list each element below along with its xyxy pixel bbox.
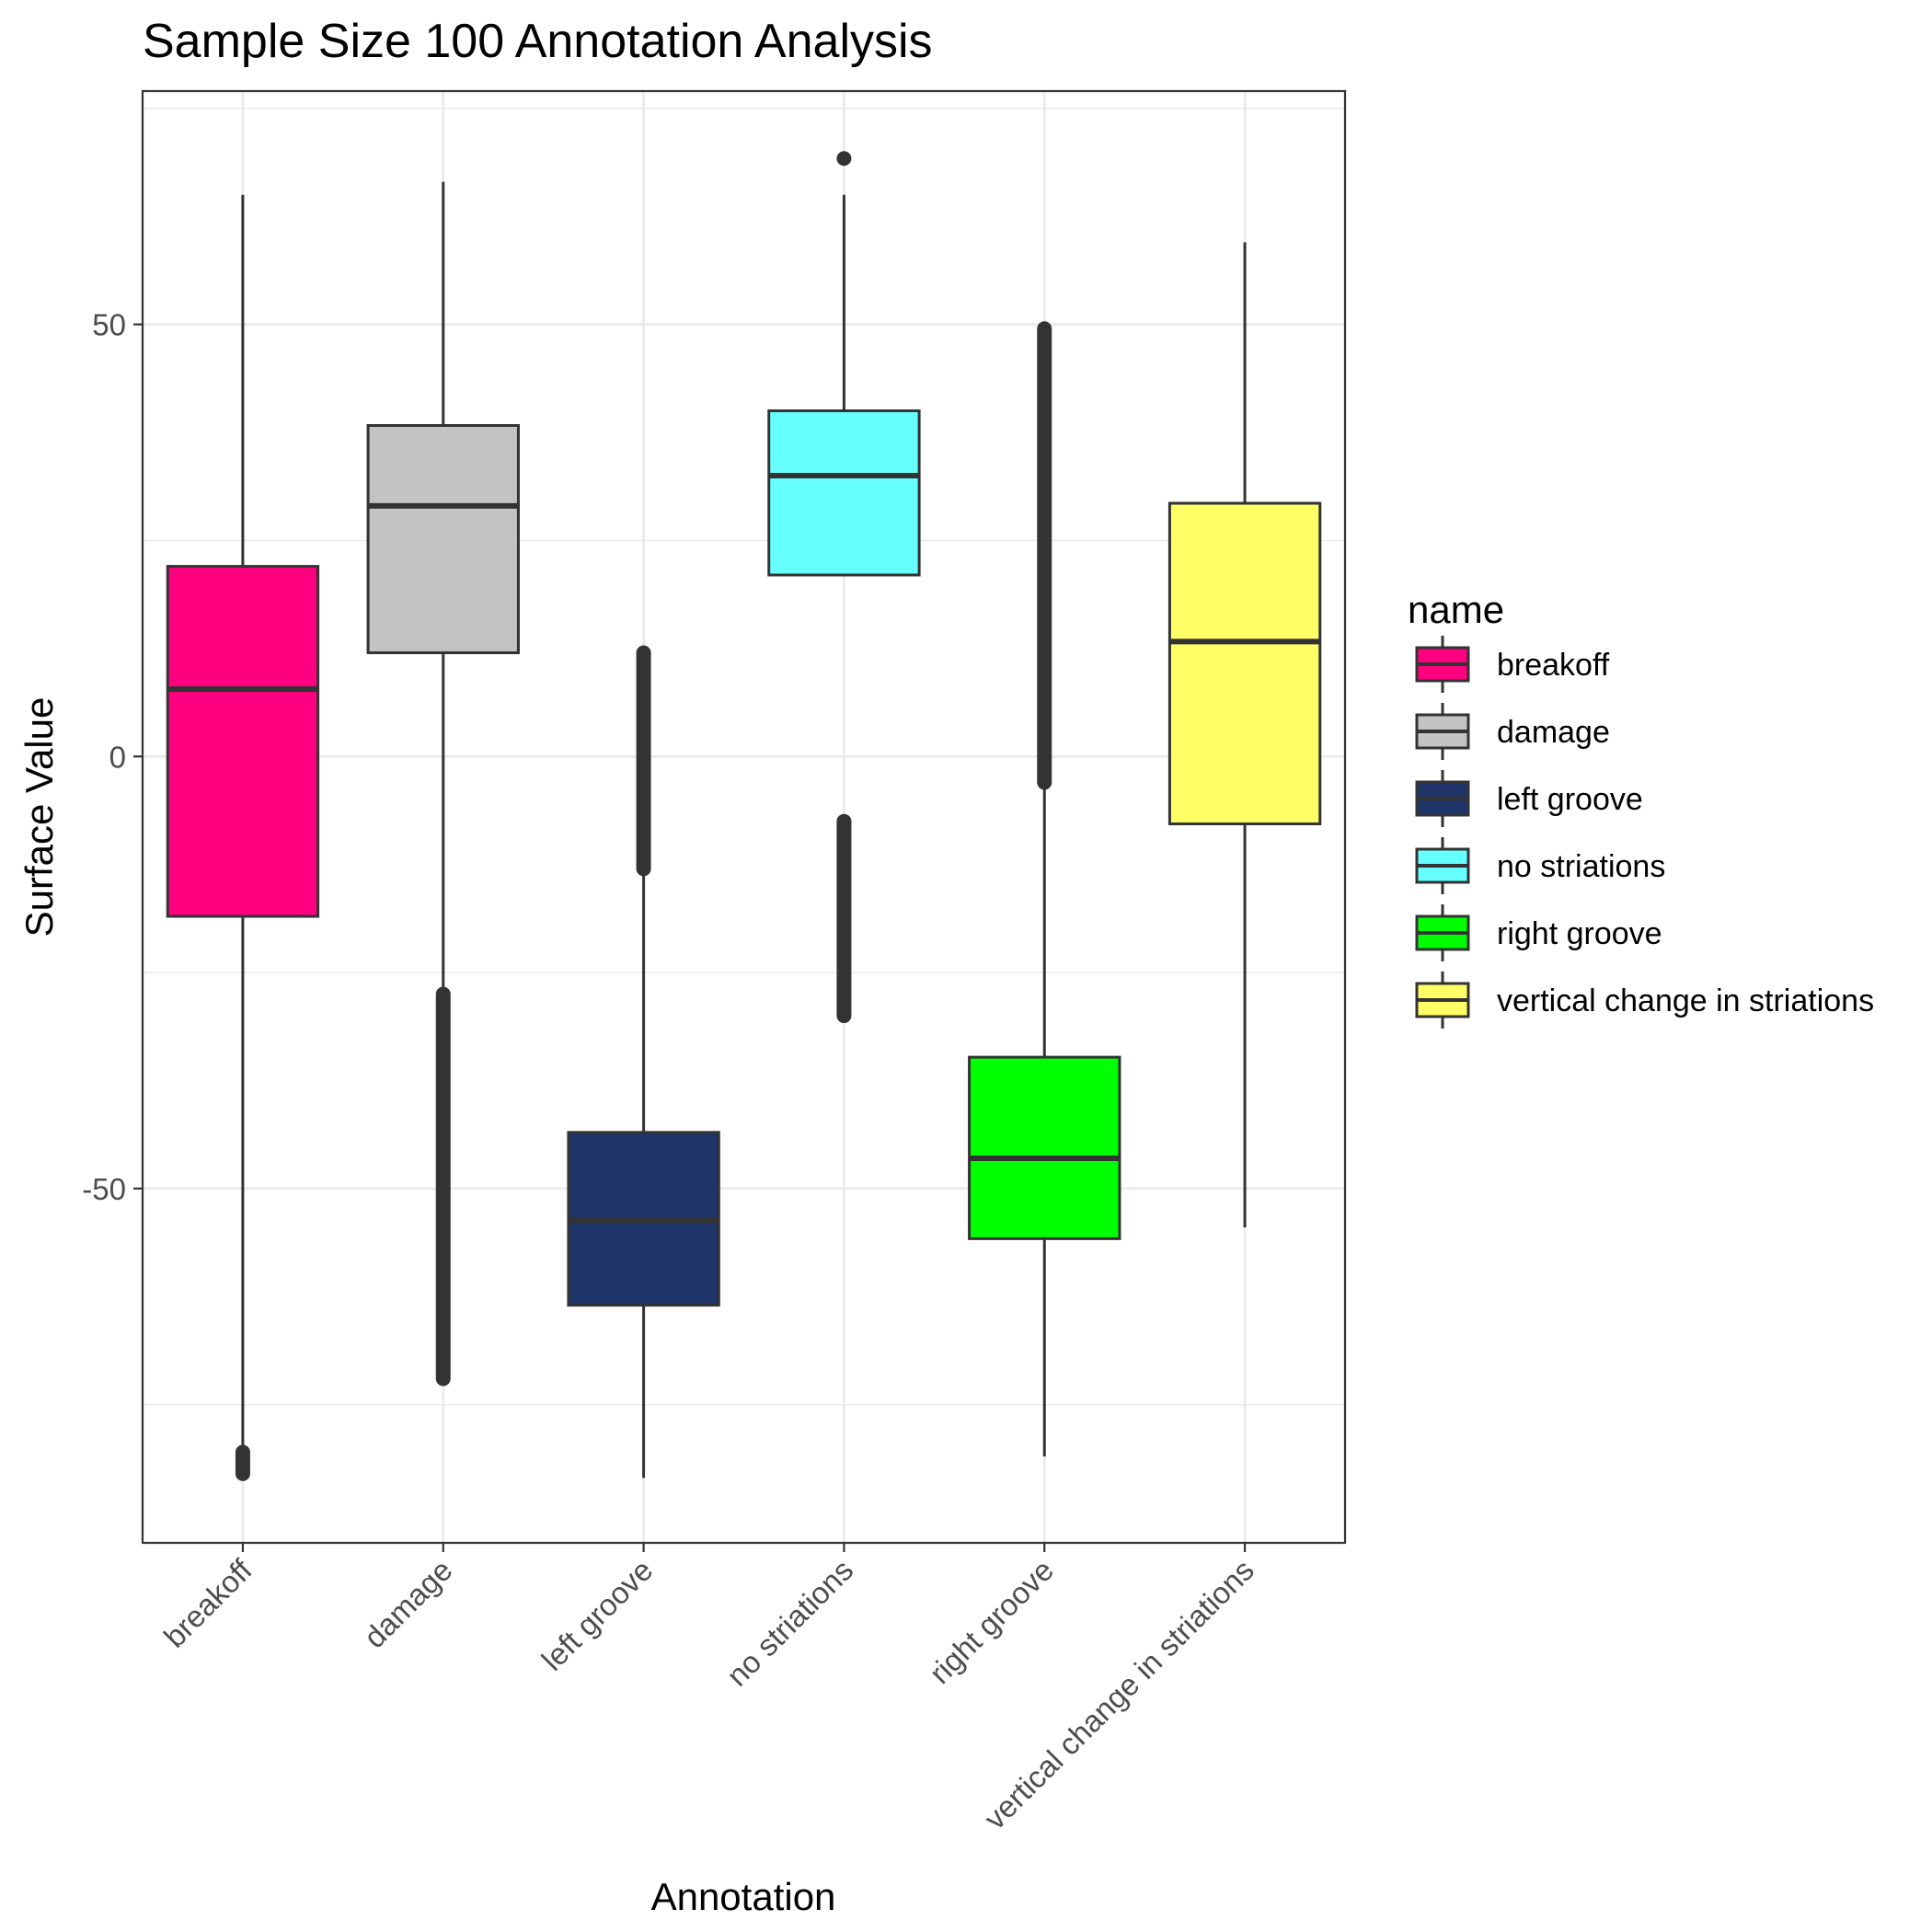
legend-item-vertical-change-in-striations: vertical change in striations [1415, 972, 1874, 1029]
box-iqr [166, 565, 320, 918]
legend-label: vertical change in striations [1497, 983, 1874, 1018]
legend-item-right-groove: right groove [1415, 904, 1662, 961]
x-tick-label: no striations [719, 1553, 859, 1693]
x-axis-title: Annotation [651, 1875, 836, 1918]
x-tick-label: left groove [535, 1553, 659, 1677]
x-tick-label: right groove [923, 1553, 1060, 1690]
legend-item-no-striations: no striations [1415, 837, 1665, 894]
box-damage [366, 181, 520, 1386]
legend-label: left groove [1497, 782, 1643, 817]
y-axis-title: Surface Value [17, 697, 61, 937]
box-iqr [968, 1055, 1121, 1240]
plot-panel [143, 91, 1345, 1543]
legend-item-damage: damage [1415, 703, 1610, 760]
legend: name breakoff damage left groove no striati… [1408, 588, 1874, 1029]
legend-label: damage [1497, 715, 1610, 750]
chart-title: Sample Size 100 Annotation Analysis [143, 15, 933, 68]
plot-border [141, 89, 1347, 1545]
y-tick-label: 0 [109, 740, 126, 774]
outlier-point [836, 151, 852, 167]
x-tick-label: damage [357, 1553, 458, 1654]
box-iqr [366, 424, 520, 655]
y-tick-label: 50 [92, 308, 126, 342]
box-iqr [1167, 501, 1322, 826]
legend-label: right groove [1497, 916, 1662, 951]
box-layer [166, 151, 1322, 1481]
legend-item-breakoff: breakoff [1415, 636, 1610, 693]
legend-label: breakoff [1497, 648, 1610, 683]
box-breakoff [166, 194, 320, 1481]
legend-label: no striations [1497, 849, 1665, 884]
box-right-groove [968, 321, 1121, 1457]
y-tick-label: -50 [82, 1172, 126, 1206]
box-vertical-change-in-striations [1167, 242, 1322, 1228]
legend-title: name [1408, 588, 1504, 631]
box-iqr [767, 409, 921, 577]
box-no-striations [767, 151, 921, 1024]
x-tick-label: breakoff [157, 1552, 259, 1654]
box-left-groove [567, 645, 720, 1478]
legend-item-left-groove: left groove [1415, 770, 1643, 827]
